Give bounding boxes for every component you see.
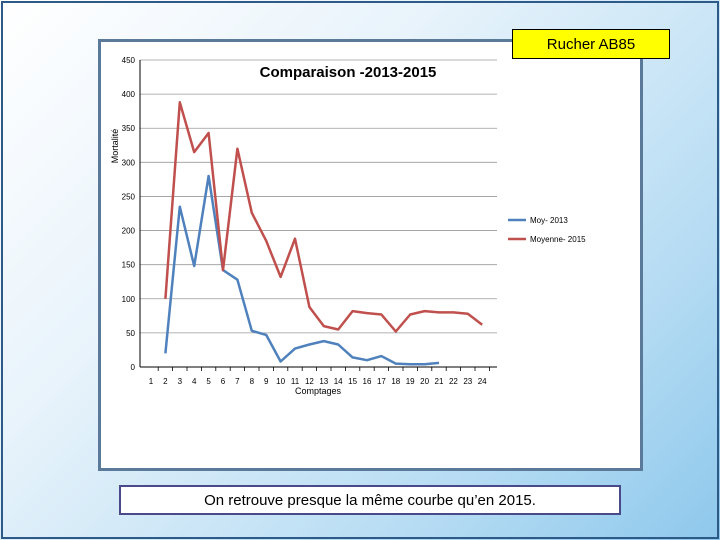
x-tick-label: 20 — [420, 377, 429, 386]
x-tick-label: 2 — [163, 377, 168, 386]
series-line-1 — [164, 174, 440, 366]
y-tick-label: 400 — [122, 90, 136, 99]
y-tick-label: 250 — [122, 192, 136, 201]
rucher-label-box: Rucher AB85 — [512, 29, 670, 59]
y-tick-label: 200 — [122, 227, 136, 236]
x-tick-label: 23 — [463, 377, 472, 386]
x-tick-label: 18 — [391, 377, 400, 386]
y-tick-label: 0 — [131, 363, 136, 372]
y-tick-labels: 0 50 100 150 200 250 300 350 400 450 — [122, 56, 136, 372]
y-tick-label: 100 — [122, 295, 136, 304]
x-tick-label: 3 — [178, 377, 183, 386]
series-lines — [164, 101, 483, 366]
legend-label: Moyenne- 2015 — [530, 235, 586, 244]
y-tick-label: 50 — [126, 329, 135, 338]
x-tick-label: 24 — [478, 377, 487, 386]
legend: Moy- 2013 Moyenne- 2015 — [508, 216, 586, 244]
x-tick-label: 1 — [149, 377, 154, 386]
series-line-2 — [164, 101, 483, 333]
x-tick-labels: 1 2 3 4 5 6 7 8 9 10 11 12 13 14 15 16 17 18 19 20 21 22 23 24 — [149, 367, 490, 386]
x-tick-label: 17 — [377, 377, 386, 386]
caption-text: On retrouve presque la même courbe qu’en… — [204, 491, 536, 509]
x-tick-label: 5 — [206, 377, 211, 386]
x-axis-label: Comptages — [295, 386, 342, 396]
x-tick-label: 21 — [435, 377, 444, 386]
chart-title: Comparaison -2013-2015 — [260, 64, 437, 81]
x-tick-label: 10 — [276, 377, 285, 386]
x-tick-label: 22 — [449, 377, 458, 386]
x-tick-label: 11 — [291, 377, 300, 386]
y-tick-label: 150 — [122, 261, 136, 270]
y-axis-label: Mortalité — [110, 129, 120, 164]
x-tick-label: 12 — [305, 377, 314, 386]
x-tick-label: 15 — [348, 377, 357, 386]
x-tick-label: 14 — [334, 377, 343, 386]
x-tick-label: 16 — [363, 377, 372, 386]
y-tick-label: 450 — [122, 56, 136, 65]
legend-label: Moy- 2013 — [530, 216, 568, 225]
rucher-label: Rucher AB85 — [546, 35, 636, 53]
y-tick-label: 350 — [122, 124, 136, 133]
y-tick-label: 300 — [122, 158, 136, 167]
caption-box: On retrouve presque la même courbe qu’en… — [119, 485, 621, 515]
x-tick-label: 13 — [319, 377, 328, 386]
chart-panel — [98, 39, 643, 471]
x-tick-label: 7 — [235, 377, 240, 386]
x-tick-label: 8 — [250, 377, 255, 386]
x-tick-label: 9 — [264, 377, 269, 386]
x-tick-label: 19 — [406, 377, 415, 386]
x-tick-label: 4 — [192, 377, 197, 386]
x-tick-label: 6 — [221, 377, 226, 386]
